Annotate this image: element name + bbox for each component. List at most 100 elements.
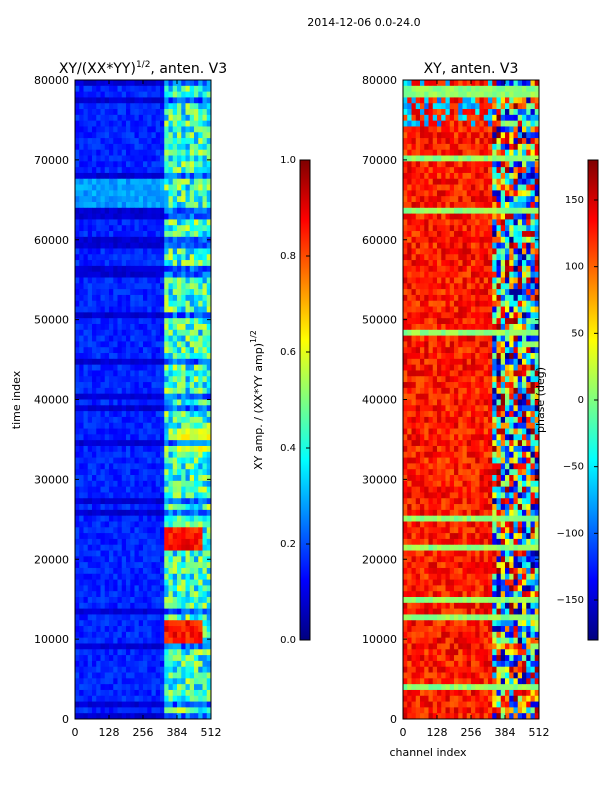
phase-cell bbox=[466, 306, 472, 313]
phase-cell bbox=[492, 283, 497, 290]
phase-cell bbox=[513, 155, 519, 162]
phase-cell bbox=[500, 231, 506, 238]
amplitude-cell bbox=[172, 190, 178, 197]
amplitude-cell bbox=[134, 643, 140, 650]
amplitude-cell bbox=[113, 451, 118, 458]
amplitude-cell bbox=[155, 434, 161, 441]
amplitude-cell bbox=[189, 225, 195, 232]
amplitude-cell bbox=[117, 329, 123, 336]
amplitude-cell bbox=[189, 544, 195, 551]
amplitude-cell bbox=[185, 562, 191, 569]
amplitude-cell bbox=[177, 533, 182, 540]
amplitude-cell bbox=[172, 138, 178, 145]
amplitude-cell bbox=[104, 120, 110, 127]
phase-cell bbox=[509, 283, 514, 290]
amplitude-cell bbox=[177, 626, 182, 633]
amplitude-cell bbox=[189, 585, 195, 592]
amplitude-cell bbox=[138, 451, 144, 458]
amplitude-cell bbox=[164, 509, 169, 517]
amplitude-cell bbox=[134, 231, 140, 238]
amplitude-cell bbox=[151, 172, 157, 180]
amplitude-cell bbox=[164, 666, 169, 673]
amplitude-cell bbox=[138, 161, 144, 168]
phase-cell bbox=[530, 265, 536, 273]
phase-cell bbox=[454, 207, 459, 215]
amplitude-cell bbox=[113, 335, 118, 342]
amplitude-cell bbox=[189, 126, 195, 133]
amplitude-cell bbox=[172, 161, 178, 168]
amplitude-cell bbox=[79, 463, 84, 470]
amplitude-cell bbox=[130, 480, 135, 488]
amplitude-cell bbox=[202, 713, 208, 720]
amplitude-cell bbox=[117, 533, 123, 540]
amplitude-cell bbox=[126, 184, 131, 191]
amplitude-cell bbox=[164, 323, 169, 331]
phase-cell bbox=[471, 236, 476, 244]
amplitude-cell bbox=[177, 265, 182, 273]
amplitude-cell bbox=[172, 689, 178, 697]
phase-cell bbox=[454, 289, 459, 296]
amplitude-cell bbox=[147, 405, 152, 412]
phase-cell bbox=[462, 91, 468, 98]
amplitude-cell bbox=[126, 132, 131, 139]
phase-cell bbox=[500, 178, 506, 185]
amplitude-cell bbox=[79, 492, 84, 499]
phase-cell bbox=[445, 178, 451, 185]
phase-cell bbox=[454, 306, 459, 313]
phase-cell bbox=[496, 80, 502, 87]
phase-cell bbox=[522, 126, 527, 133]
phase-cell bbox=[432, 143, 438, 151]
amplitude-cell bbox=[92, 260, 97, 267]
phase-cell bbox=[530, 143, 536, 151]
phase-cell bbox=[420, 138, 425, 145]
amplitude-cell bbox=[100, 329, 106, 336]
amplitude-cell bbox=[138, 393, 144, 400]
amplitude-cell bbox=[147, 713, 152, 720]
amplitude-cell bbox=[164, 445, 169, 453]
amplitude-cell bbox=[113, 626, 118, 633]
amplitude-cell bbox=[126, 614, 131, 621]
amplitude-cell bbox=[121, 405, 127, 412]
phase-cell bbox=[411, 178, 417, 185]
amplitude-cell bbox=[104, 353, 110, 360]
amplitude-cell bbox=[121, 190, 127, 197]
amplitude-cell bbox=[121, 533, 127, 540]
amplitude-cell bbox=[143, 492, 148, 499]
amplitude-cell bbox=[92, 515, 97, 522]
amplitude-cell bbox=[104, 126, 110, 133]
phase-cell bbox=[415, 167, 421, 174]
amplitude-cell bbox=[100, 620, 106, 627]
phase-cell bbox=[505, 109, 510, 116]
amplitude-cell bbox=[206, 637, 212, 644]
phase-cell bbox=[462, 184, 468, 191]
amplitude-cell bbox=[206, 161, 212, 168]
amplitude-cell bbox=[185, 713, 191, 720]
amplitude-cell bbox=[75, 382, 80, 389]
amplitude-cell bbox=[138, 387, 144, 395]
amplitude-cell bbox=[151, 701, 157, 708]
amplitude-cell bbox=[189, 138, 195, 145]
amplitude-cell bbox=[185, 126, 191, 133]
amplitude-cell bbox=[151, 597, 157, 604]
amplitude-cell bbox=[177, 678, 182, 685]
phase-cell bbox=[479, 109, 485, 116]
amplitude-cell bbox=[130, 132, 135, 139]
amplitude-cell bbox=[177, 672, 182, 679]
phase-cell bbox=[403, 312, 408, 319]
amplitude-cell bbox=[155, 196, 161, 203]
amplitude-cell bbox=[177, 475, 182, 482]
phase-cell bbox=[458, 225, 463, 232]
amplitude-cell bbox=[121, 591, 127, 598]
amplitude-cell bbox=[79, 562, 84, 569]
amplitude-cell bbox=[189, 329, 195, 336]
phase-cell bbox=[445, 300, 451, 307]
amplitude-cell bbox=[79, 120, 84, 127]
amplitude-cell bbox=[160, 277, 165, 284]
amplitude-cell bbox=[113, 91, 118, 98]
amplitude-cell bbox=[155, 114, 161, 122]
amplitude-cell bbox=[79, 475, 84, 482]
amplitude-cell bbox=[75, 161, 80, 168]
amplitude-cell bbox=[134, 463, 140, 470]
amplitude-cell bbox=[181, 515, 186, 522]
phase-cell bbox=[522, 161, 527, 168]
